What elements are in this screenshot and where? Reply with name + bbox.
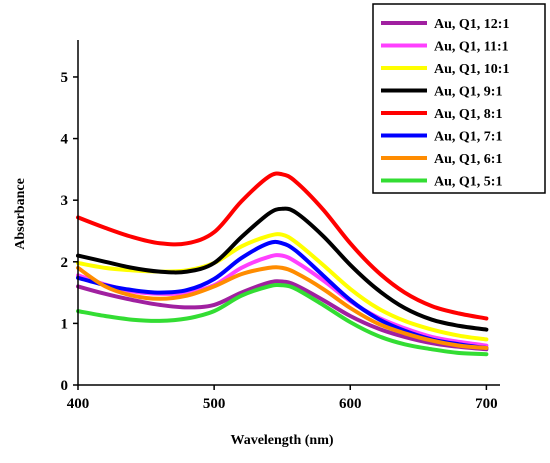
series-line-6 bbox=[76, 265, 489, 350]
legend-items: Au, Q1, 12:1 Au, Q1, 11:1 Au, Q1, 10:1 Au, … bbox=[381, 17, 509, 190]
y-tick-label: 4 bbox=[61, 132, 69, 148]
legend-label: Au, Q1, 9:1 bbox=[434, 85, 502, 100]
y-tick-label: 2 bbox=[61, 255, 69, 271]
legend-label: Au, Q1, 6:1 bbox=[434, 152, 502, 167]
series-line-3 bbox=[76, 206, 489, 332]
series-line-7 bbox=[76, 282, 489, 357]
y-tick-label: 1 bbox=[61, 316, 69, 332]
series-lines bbox=[76, 171, 489, 357]
legend-label: Au, Q1, 10:1 bbox=[434, 62, 509, 77]
x-tick-label: 600 bbox=[339, 396, 362, 412]
legend-label: Au, Q1, 11:1 bbox=[434, 40, 509, 55]
y-tick-label: 5 bbox=[61, 70, 69, 86]
x-tick-label: 400 bbox=[67, 396, 90, 412]
axis-ticks: 0 1 2 3 4 5 400 500 600 700 bbox=[61, 70, 498, 412]
y-tick-label: 3 bbox=[61, 193, 69, 209]
axes bbox=[77, 40, 500, 386]
legend-label: Au, Q1, 8:1 bbox=[434, 107, 502, 122]
x-axis-title: Wavelength (nm) bbox=[230, 433, 333, 448]
legend-label: Au, Q1, 12:1 bbox=[434, 17, 509, 32]
x-tick-label: 700 bbox=[475, 396, 498, 412]
series-line-0 bbox=[76, 279, 489, 352]
series-line-4 bbox=[76, 171, 489, 321]
y-axis-title: Absorbance bbox=[13, 178, 28, 250]
x-tick-label: 500 bbox=[203, 396, 226, 412]
legend-label: Au, Q1, 5:1 bbox=[434, 175, 502, 190]
legend: Au, Q1, 12:1 Au, Q1, 11:1 Au, Q1, 10:1 Au, … bbox=[372, 3, 546, 194]
y-tick-label: 0 bbox=[61, 378, 69, 394]
legend-box bbox=[372, 3, 546, 194]
legend-label: Au, Q1, 7:1 bbox=[434, 130, 502, 145]
series-line-5 bbox=[76, 239, 489, 350]
